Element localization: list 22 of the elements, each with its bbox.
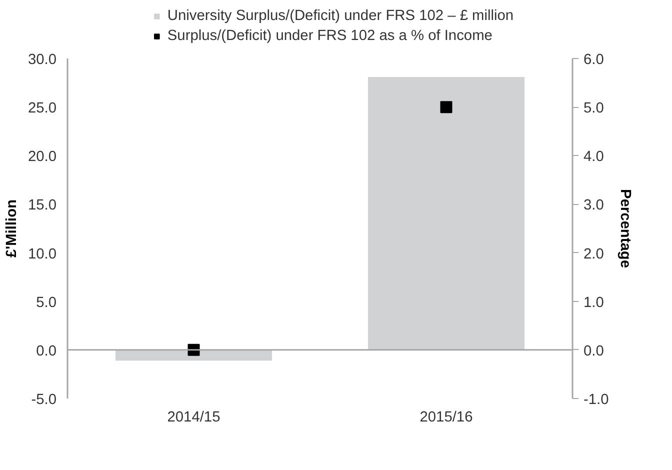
y-tick-label: 25.0 (28, 100, 57, 117)
y2-tick-label: 0.0 (584, 343, 604, 360)
y2-tick-label: 1.0 (584, 294, 604, 311)
y-tick-label: 20.0 (28, 149, 57, 166)
y-tick-label: 0.0 (36, 343, 56, 360)
y2-tick-label: 5.0 (584, 100, 604, 117)
y-tick-label: 5.0 (36, 294, 56, 311)
y-tick-label: 10.0 (28, 246, 57, 262)
x-tick-label: 2015/16 (420, 410, 473, 426)
y-tick-label: 15.0 (28, 198, 57, 214)
y2-tick-label: 3.0 (584, 198, 604, 214)
y-tick-label: 30.0 (28, 52, 57, 68)
x-tick-label: 2014/15 (167, 410, 220, 426)
y2-axis-title: Percentage (616, 188, 633, 268)
y2-tick-label: 6.0 (584, 52, 604, 68)
y-tick-label: -5.0 (31, 392, 57, 408)
y2-tick-label: -1.0 (584, 392, 609, 408)
y2-tick-label: 2.0 (584, 246, 604, 262)
legend-label: University Surplus/(Deficit) under FRS 102 – £ million (167, 8, 514, 24)
legend-label: Surplus/(Deficit) under FRS 102 as a % of Income (167, 28, 492, 44)
y2-tick-label: 4.0 (584, 149, 604, 166)
y-axis-title: £'Million (4, 199, 20, 258)
